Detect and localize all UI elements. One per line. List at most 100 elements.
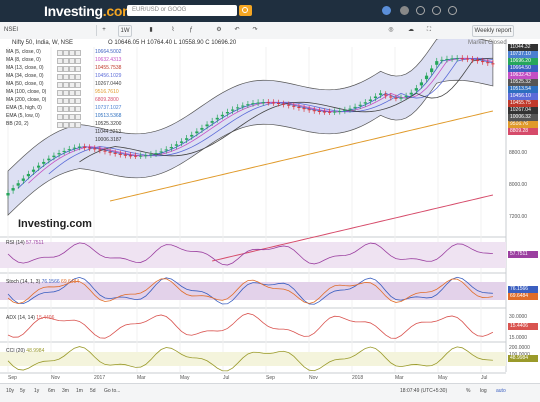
- investing-logo[interactable]: Investing.com: [44, 3, 135, 19]
- timeframe-button[interactable]: 1y: [34, 388, 40, 394]
- flag-icon[interactable]: [448, 6, 457, 15]
- legend-value: 10455.7538: [95, 65, 122, 71]
- candle-body: [475, 60, 480, 62]
- chart-title: Nifty 50, India, W, NSE: [12, 40, 74, 46]
- candle-body: [169, 147, 173, 149]
- legend-toggle-icon[interactable]: [69, 114, 75, 120]
- timeframe-button[interactable]: 5d: [90, 388, 96, 394]
- legend-toggle-icon[interactable]: [57, 90, 63, 96]
- timeframe-button[interactable]: 3m: [62, 388, 69, 394]
- legend-toggle-icon[interactable]: [57, 74, 63, 80]
- timeframe-button[interactable]: 6m: [48, 388, 55, 394]
- legend-toggle-icon[interactable]: [57, 114, 63, 120]
- chart-canvas[interactable]: Investing.com: [0, 39, 540, 401]
- legend-toggle-icon[interactable]: [69, 50, 75, 56]
- legend-toggle-icon[interactable]: [75, 90, 81, 96]
- cloud-icon[interactable]: ☁: [408, 27, 414, 33]
- redo-icon[interactable]: ↷: [252, 27, 258, 33]
- legend-toggle-icon[interactable]: [63, 58, 69, 64]
- user-avatar-icon[interactable]: [382, 6, 391, 15]
- chart-area[interactable]: Investing.com Nifty 50, India, W, NSE O …: [0, 39, 540, 401]
- legend-toggle-icon[interactable]: [57, 66, 63, 72]
- bar-style-icon[interactable]: ▮: [149, 27, 153, 33]
- undo-icon[interactable]: ↶: [234, 27, 240, 33]
- legend-toggle-icon[interactable]: [75, 106, 81, 112]
- timeframe-button[interactable]: 10y: [6, 388, 15, 394]
- legend-toggle-icon[interactable]: [63, 82, 69, 88]
- symbol-field[interactable]: NSEI: [4, 27, 19, 33]
- settings-icon[interactable]: [432, 6, 441, 15]
- candle-body: [414, 88, 418, 91]
- fullscreen-icon[interactable]: ⛶: [426, 27, 432, 33]
- legend-row[interactable]: MA (200, close, 0) 6809.2800: [3, 96, 133, 104]
- legend-toggle-icon[interactable]: [69, 82, 75, 88]
- log-toggle[interactable]: log: [480, 388, 487, 394]
- indicators-icon[interactable]: ƒ: [189, 27, 193, 33]
- legend-toggle-icon[interactable]: [57, 122, 63, 128]
- legend-toggle-icon[interactable]: [75, 58, 81, 64]
- rsi-tag: 57.7511: [508, 251, 538, 258]
- compare-add-icon[interactable]: +: [102, 27, 106, 33]
- legend-toggle-icon[interactable]: [69, 90, 75, 96]
- legend-toggle-icon[interactable]: [57, 82, 63, 88]
- candle-body: [123, 154, 127, 156]
- legend-toggle-icon[interactable]: [57, 98, 63, 104]
- legend-toggle-icon[interactable]: [75, 50, 81, 56]
- candle-body: [179, 141, 184, 143]
- legend-toggle-icon[interactable]: [63, 98, 69, 104]
- legend-toggle-icon[interactable]: [75, 98, 81, 104]
- interval-select[interactable]: 1W: [118, 25, 132, 37]
- search-icon[interactable]: [239, 5, 252, 16]
- legend-row[interactable]: MA (13, close, 0) 10455.7538: [3, 64, 133, 72]
- candle-body: [220, 114, 224, 117]
- legend-row[interactable]: EMA (5, high, 0) 10737.1027: [3, 104, 133, 112]
- legend-toggle-icon[interactable]: [75, 74, 81, 80]
- layout-select[interactable]: Weekly report: [472, 25, 514, 37]
- settings-gear-icon[interactable]: ⚙: [216, 27, 222, 33]
- auto-toggle[interactable]: auto: [496, 388, 506, 394]
- legend-toggle-icon[interactable]: [63, 106, 69, 112]
- camera-icon[interactable]: ◎: [388, 27, 394, 33]
- legend-row[interactable]: MA (50, close, 0) 10267.0440: [3, 80, 133, 88]
- candle-body: [470, 59, 475, 61]
- legend-toggle-icon[interactable]: [63, 66, 69, 72]
- legend-toggle-icon[interactable]: [57, 106, 63, 112]
- cci-axis-top: 200.0000: [509, 345, 530, 351]
- legend-toggle-icon[interactable]: [75, 82, 81, 88]
- legend-toggle-icon[interactable]: [69, 58, 75, 64]
- legend-toggle-icon[interactable]: [57, 50, 63, 56]
- legend-toggle-icon[interactable]: [63, 90, 69, 96]
- search-input[interactable]: EUR/USD or GOOG: [127, 5, 237, 16]
- legend-toggle-icon[interactable]: [75, 114, 81, 120]
- candle-body: [230, 109, 235, 111]
- legend-row[interactable]: MA (100, close, 0) 9516.7610: [3, 88, 133, 96]
- legend-toggle-icon[interactable]: [57, 58, 63, 64]
- legend-row[interactable]: MA (5, close, 0) 10664.5002: [3, 48, 133, 56]
- legend-toggle-icon[interactable]: [69, 98, 75, 104]
- legend-toggle-icon[interactable]: [69, 74, 75, 80]
- timeframe-button[interactable]: Go to...: [104, 388, 121, 394]
- menu-icon[interactable]: [400, 6, 409, 15]
- legend-toggle-icon[interactable]: [75, 66, 81, 72]
- legend-toggle-icon[interactable]: [69, 122, 75, 128]
- candle-body: [394, 97, 398, 99]
- legend-toggle-icon[interactable]: [75, 122, 81, 128]
- legend-row[interactable]: MA (34, close, 0) 10456.1029: [3, 72, 133, 80]
- bell-icon[interactable]: [416, 6, 425, 15]
- legend-toggle-icon[interactable]: [69, 106, 75, 112]
- compare-icon[interactable]: ⌇: [171, 27, 175, 33]
- legend-row[interactable]: BB (20, 2) 10525.3200 11044.3213 10006.31…: [3, 120, 133, 143]
- percent-toggle[interactable]: %: [466, 388, 471, 394]
- candle-body: [82, 146, 87, 148]
- legend-toggle-icon[interactable]: [63, 74, 69, 80]
- legend-row[interactable]: EMA (5, low, 0) 10513.5368: [3, 112, 133, 120]
- legend-toggle-icon[interactable]: [63, 122, 69, 128]
- candle-body: [21, 178, 25, 181]
- legend-toggle-icon[interactable]: [63, 50, 69, 56]
- candle-body: [118, 153, 122, 155]
- legend-toggle-icon[interactable]: [69, 66, 75, 72]
- legend-row[interactable]: MA (8, close, 0) 10632.4313: [3, 56, 133, 64]
- legend-toggle-icon[interactable]: [63, 114, 69, 120]
- timeframe-button[interactable]: 5y: [20, 388, 26, 394]
- timeframe-button[interactable]: 1m: [76, 388, 83, 394]
